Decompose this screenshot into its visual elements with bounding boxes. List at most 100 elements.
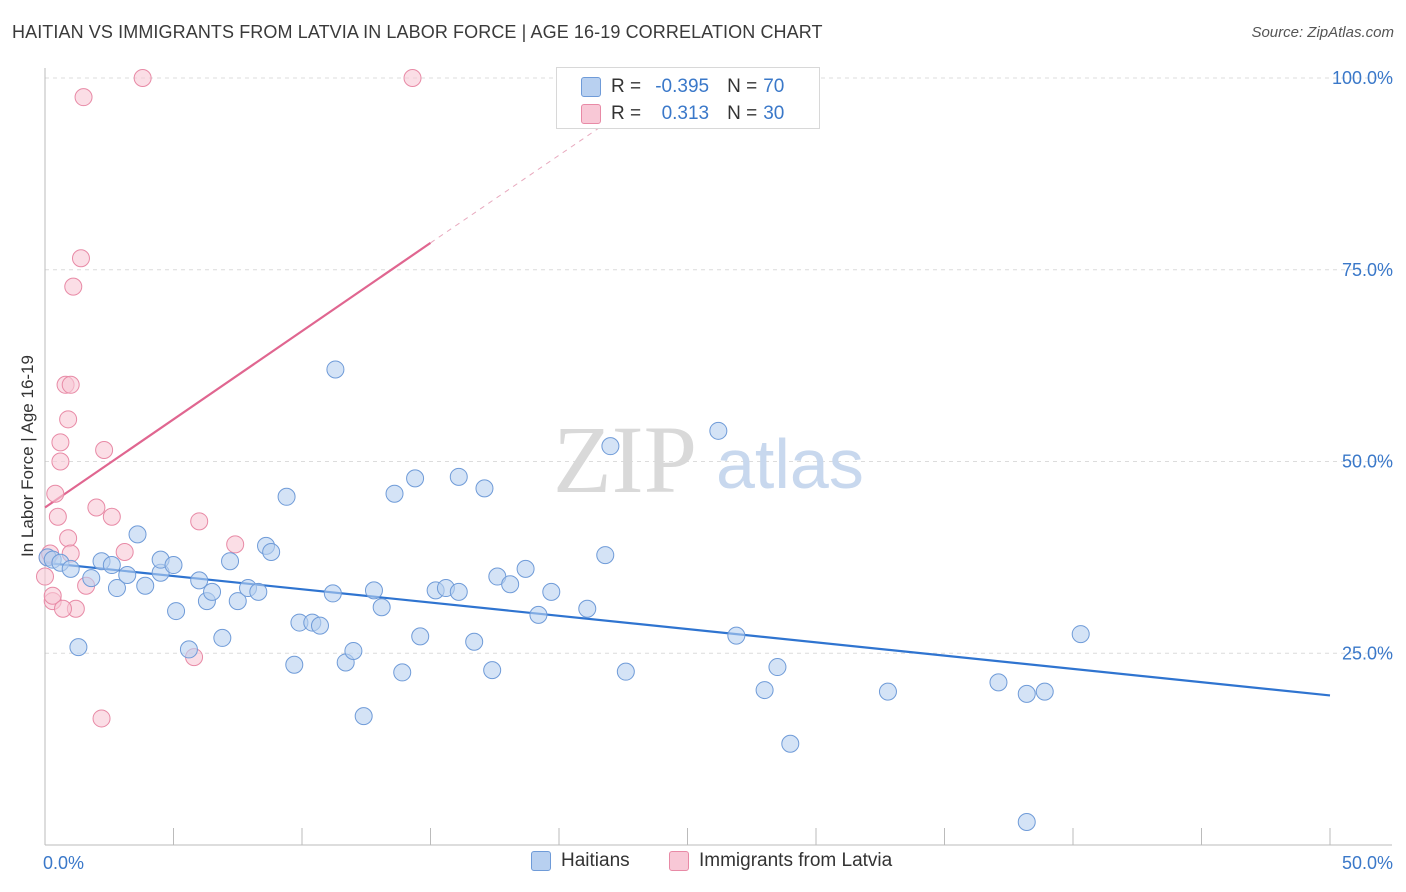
corr-row-latvia: R = 0.313 N = 30	[581, 101, 784, 127]
point-haitians	[768, 658, 787, 677]
point-haitians	[781, 734, 800, 753]
point-latvia	[87, 498, 106, 517]
legend-label-haitians: Haitians	[561, 850, 630, 871]
point-latvia	[95, 440, 114, 459]
point-haitians	[465, 632, 484, 651]
point-latvia	[48, 507, 67, 526]
point-haitians	[406, 469, 425, 488]
point-haitians	[213, 628, 232, 647]
point-latvia	[51, 433, 70, 452]
point-haitians	[516, 559, 535, 578]
x-tick-label-max: 50.0%	[1342, 853, 1393, 873]
point-haitians	[262, 543, 281, 562]
point-latvia	[190, 512, 209, 531]
point-latvia	[64, 277, 83, 296]
point-haitians	[411, 627, 430, 646]
legend-item-haitians[interactable]: Haitians	[531, 850, 630, 872]
watermark-zip: ZIP	[553, 406, 697, 513]
point-haitians	[393, 663, 412, 682]
y-tick-label: 50.0%	[1342, 452, 1393, 472]
point-haitians	[102, 556, 121, 575]
n-label: N =	[727, 76, 758, 97]
point-haitians	[323, 584, 342, 603]
point-haitians	[277, 487, 296, 506]
point-haitians	[344, 641, 363, 660]
point-latvia	[59, 529, 78, 548]
point-latvia	[92, 709, 111, 728]
y-tick-label: 100.0%	[1332, 68, 1393, 88]
point-latvia	[61, 375, 80, 394]
point-haitians	[755, 681, 774, 700]
point-haitians	[221, 552, 240, 571]
legend-item-latvia[interactable]: Immigrants from Latvia	[669, 850, 892, 872]
point-haitians	[483, 661, 502, 680]
point-latvia	[74, 88, 93, 107]
trendline-latvia-extension	[430, 119, 611, 244]
point-haitians	[167, 602, 186, 621]
r-value: -0.395	[655, 76, 710, 97]
r-value: 0.313	[661, 103, 710, 124]
trendline-haitians	[44, 561, 1331, 697]
point-latvia	[53, 599, 72, 618]
point-haitians	[118, 566, 137, 585]
point-haitians	[616, 662, 635, 681]
point-haitians	[449, 467, 468, 486]
blue-swatch	[581, 77, 601, 97]
n-value: 70	[763, 76, 785, 97]
point-haitians	[285, 655, 304, 674]
point-haitians	[107, 579, 126, 598]
point-haitians	[1017, 684, 1036, 703]
point-haitians	[578, 599, 597, 618]
point-haitians	[228, 592, 247, 611]
point-haitians	[249, 582, 268, 601]
point-haitians	[82, 569, 101, 588]
point-haitians	[128, 525, 147, 544]
point-latvia	[59, 410, 78, 429]
r-label: R =	[611, 103, 642, 124]
point-latvia	[403, 69, 422, 87]
point-haitians	[354, 707, 373, 726]
point-haitians	[709, 421, 728, 440]
point-haitians	[1017, 812, 1036, 831]
point-haitians	[372, 598, 391, 617]
point-haitians	[61, 559, 80, 578]
source-credit: Source: ZipAtlas.com	[1251, 24, 1394, 41]
point-haitians	[203, 582, 222, 601]
n-label: N =	[727, 103, 758, 124]
x-tick-label-min: 0.0%	[43, 853, 84, 873]
chart-title: HAITIAN VS IMMIGRANTS FROM LATVIA IN LAB…	[12, 22, 823, 42]
point-haitians	[136, 576, 155, 595]
point-latvia	[115, 543, 134, 562]
point-haitians	[601, 437, 620, 456]
point-latvia	[71, 249, 90, 268]
point-haitians	[449, 582, 468, 601]
correlation-legend: R = -0.395 N = 70 R = 0.313 N = 30	[556, 67, 820, 129]
r-label: R =	[611, 76, 642, 97]
point-haitians	[501, 575, 520, 594]
n-value: 30	[763, 103, 785, 124]
point-haitians	[1035, 682, 1054, 701]
point-haitians	[310, 616, 329, 635]
point-latvia	[133, 69, 152, 87]
y-axis-label: In Labor Force | Age 16-19	[18, 355, 37, 557]
point-haitians	[596, 546, 615, 565]
point-haitians	[164, 556, 183, 575]
corr-row-haitians: R = -0.395 N = 70	[581, 74, 784, 100]
point-haitians	[385, 484, 404, 503]
point-latvia	[36, 567, 54, 586]
point-latvia	[102, 507, 121, 526]
point-haitians	[179, 640, 198, 659]
legend-label-latvia: Immigrants from Latvia	[699, 850, 893, 871]
point-haitians	[989, 673, 1008, 692]
trendline-latvia	[44, 241, 432, 509]
pink-swatch	[581, 104, 601, 124]
point-latvia	[46, 484, 65, 503]
point-haitians	[364, 581, 383, 600]
y-tick-label: 75.0%	[1342, 260, 1393, 280]
point-latvia	[43, 586, 62, 605]
point-haitians	[727, 626, 746, 645]
y-tick-label: 25.0%	[1342, 643, 1393, 663]
point-haitians	[542, 582, 561, 601]
point-latvia	[226, 535, 245, 554]
